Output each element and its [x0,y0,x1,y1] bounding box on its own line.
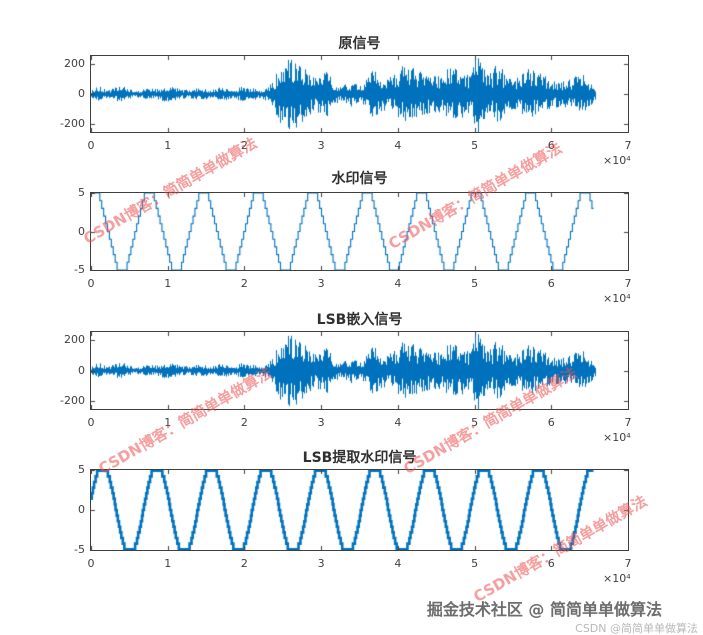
x-tick-label: 2 [240,557,248,570]
x-tick-label: 7 [624,557,632,570]
x-axis-exponent: ×10⁴ [603,431,631,444]
y-tick-label: -5 [74,263,85,276]
y-tick-label: -200 [60,117,85,131]
x-tick-label: 1 [164,139,172,152]
y-tick-label: 0 [78,87,85,100]
waveform-canvas [91,56,628,132]
x-tick-label: 2 [240,139,248,152]
x-tick-label: 3 [317,277,325,290]
subplot-title: 水印信号 [331,171,388,187]
waveform-canvas [91,193,628,270]
x-tick-label: 4 [394,277,402,290]
y-tick-label: 0 [78,503,85,516]
x-axis-exponent: ×10⁴ [603,154,631,167]
x-tick-label: 7 [624,139,632,152]
subplot-title: LSB嵌入信号 [316,312,403,328]
waveform-canvas [91,332,628,409]
x-tick-label: 3 [317,557,325,570]
x-tick-label: 3 [317,416,325,429]
plot-box [90,469,629,551]
x-tick-label: 5 [471,277,479,290]
y-tick-label: -200 [60,394,85,408]
x-tick-label: 5 [471,139,479,152]
x-tick-label: 2 [240,416,248,429]
x-tick-label: 0 [87,557,95,570]
juejin-attribution: 掘金技术社区 @ 简简单单做算法 [426,600,662,619]
x-tick-label: 4 [394,416,402,429]
x-tick-label: 1 [164,277,172,290]
plot-box [90,331,629,410]
plot-box [90,55,629,133]
x-tick-label: 6 [547,277,555,290]
x-tick-label: 5 [471,416,479,429]
waveform-canvas [91,470,628,550]
x-tick-label: 7 [624,416,632,429]
x-tick-label: 6 [547,416,555,429]
subplot-title: LSB提取水印信号 [302,450,417,466]
x-axis-exponent: ×10⁴ [603,572,631,585]
x-tick-label: 5 [471,557,479,570]
y-tick-label: 0 [78,363,85,377]
x-tick-label: 1 [164,416,172,429]
y-tick-label: 5 [78,463,85,476]
x-tick-label: 2 [240,277,248,290]
y-tick-label: 200 [64,56,85,70]
x-tick-label: 0 [87,416,95,429]
x-tick-label: 6 [547,139,555,152]
x-tick-label: 0 [87,277,95,290]
csdn-attribution: CSDN @简简单单做算法 [575,622,698,635]
x-tick-label: 4 [394,139,402,152]
x-tick-label: 4 [394,557,402,570]
y-tick-label: 0 [78,224,85,238]
x-axis-exponent: ×10⁴ [603,292,631,305]
x-tick-label: 3 [317,139,325,152]
x-tick-label: 6 [547,557,555,570]
y-tick-label: -5 [74,543,85,556]
plot-box [90,192,629,271]
y-tick-label: 200 [64,332,85,346]
x-tick-label: 0 [87,139,95,152]
subplot-title: 原信号 [338,36,381,52]
x-tick-label: 1 [164,557,172,570]
x-tick-label: 7 [624,277,632,290]
y-tick-label: 5 [78,186,85,199]
